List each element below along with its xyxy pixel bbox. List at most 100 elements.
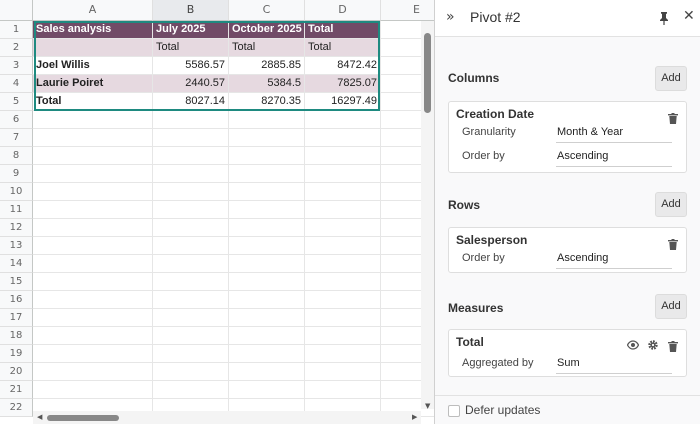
sheet-cell[interactable] [381, 165, 434, 183]
order-by-select[interactable]: Ascending [556, 252, 672, 269]
sheet-cell[interactable] [153, 237, 229, 255]
sheet-cell[interactable] [33, 237, 153, 255]
pivot-value-cell[interactable]: 5586.57 [153, 57, 229, 75]
row-number[interactable]: 4 [0, 75, 33, 93]
sheet-cell[interactable] [305, 201, 381, 219]
sheet-cell[interactable] [153, 219, 229, 237]
vertical-scrollbar[interactable] [421, 21, 434, 409]
sheet-cell[interactable] [33, 291, 153, 309]
sheet-cell[interactable] [153, 111, 229, 129]
sheet-cell[interactable] [33, 363, 153, 381]
row-number[interactable]: 13 [0, 237, 33, 255]
trash-icon[interactable] [668, 235, 678, 250]
sheet-cell[interactable] [153, 381, 229, 399]
sheet-cell[interactable] [33, 147, 153, 165]
sheet-cell[interactable] [33, 309, 153, 327]
sheet-cell[interactable] [229, 147, 305, 165]
sheet-cell[interactable] [229, 291, 305, 309]
sheet-cell[interactable] [33, 165, 153, 183]
sheet-cell[interactable] [381, 237, 434, 255]
sheet-cell[interactable] [381, 381, 434, 399]
pivot-title-cell[interactable]: Sales analysis [33, 21, 153, 39]
sheet-cell[interactable] [381, 129, 434, 147]
column-header-c[interactable]: C [229, 0, 305, 21]
sheet-cell[interactable] [229, 237, 305, 255]
row-number[interactable]: 20 [0, 363, 33, 381]
eye-icon[interactable] [626, 336, 640, 350]
sheet-cell[interactable] [305, 111, 381, 129]
row-number[interactable]: 2 [0, 39, 33, 57]
column-header-d[interactable]: D [305, 0, 381, 21]
sheet-cell[interactable] [305, 291, 381, 309]
sheet-cell[interactable] [153, 183, 229, 201]
sheet-cell[interactable] [381, 201, 434, 219]
trash-icon[interactable] [668, 109, 678, 124]
sheet-cell[interactable] [33, 327, 153, 345]
sheet-cell[interactable] [381, 183, 434, 201]
pivot-measure-header[interactable]: Total [305, 39, 381, 57]
pivot-column-header[interactable]: Total [305, 21, 381, 39]
pivot-row-header[interactable]: Laurie Poiret [33, 75, 153, 93]
sheet-cell[interactable] [305, 309, 381, 327]
row-number[interactable]: 21 [0, 381, 33, 399]
sheet-cell[interactable] [381, 273, 434, 291]
sheet-cell[interactable] [153, 327, 229, 345]
sheet-cell[interactable] [305, 273, 381, 291]
row-number[interactable]: 14 [0, 255, 33, 273]
sheet-cell[interactable] [381, 345, 434, 363]
scroll-down-arrow-icon[interactable]: ▼ [425, 402, 431, 410]
defer-updates-label[interactable]: Defer updates [465, 403, 541, 417]
sheet-cell[interactable] [153, 273, 229, 291]
column-header-b[interactable]: B [153, 0, 229, 21]
column-header-e[interactable]: E [381, 0, 434, 21]
sheet-cell[interactable] [229, 111, 305, 129]
sheet-cell[interactable] [229, 327, 305, 345]
sheet-cell[interactable] [33, 201, 153, 219]
gear-icon[interactable] [647, 336, 659, 350]
sheet-cell[interactable] [153, 255, 229, 273]
pivot-column-header[interactable]: July 2025 [153, 21, 229, 39]
sheet-cell[interactable] [305, 381, 381, 399]
sheet-cell[interactable] [381, 39, 434, 57]
sheet-cell[interactable] [381, 57, 434, 75]
row-number[interactable]: 11 [0, 201, 33, 219]
select-all-corner[interactable] [0, 0, 33, 21]
sheet-cell[interactable] [229, 381, 305, 399]
sheet-cell[interactable] [33, 129, 153, 147]
row-number[interactable]: 6 [0, 111, 33, 129]
sheet-cell[interactable] [305, 165, 381, 183]
add-measure-button[interactable]: Add [655, 294, 687, 319]
sheet-cell[interactable] [33, 345, 153, 363]
pivot-value-cell[interactable]: 8472.42 [305, 57, 381, 75]
sheet-cell[interactable] [381, 363, 434, 381]
sheet-cell[interactable] [381, 93, 434, 111]
row-number[interactable]: 15 [0, 273, 33, 291]
add-column-button[interactable]: Add [655, 66, 687, 91]
trash-icon[interactable] [668, 337, 678, 352]
sheet-cell[interactable] [229, 345, 305, 363]
sheet-cell[interactable] [381, 327, 434, 345]
sheet-cell[interactable] [229, 183, 305, 201]
sheet-cell[interactable] [229, 219, 305, 237]
sheet-cell[interactable] [381, 255, 434, 273]
row-number[interactable]: 19 [0, 345, 33, 363]
horizontal-scrollbar-thumb[interactable] [47, 415, 119, 421]
sheet-cell[interactable] [153, 129, 229, 147]
sheet-cell[interactable] [305, 345, 381, 363]
sheet-cell[interactable] [305, 363, 381, 381]
sheet-cell[interactable] [305, 129, 381, 147]
panel-splitter[interactable] [434, 0, 435, 424]
row-number[interactable]: 18 [0, 327, 33, 345]
sheet-cell[interactable] [153, 309, 229, 327]
sheet-cell[interactable] [33, 255, 153, 273]
row-number[interactable]: 7 [0, 129, 33, 147]
sheet-cell[interactable] [229, 165, 305, 183]
pivot-total-cell[interactable]: 16297.49 [305, 93, 381, 111]
pivot-value-cell[interactable]: 5384.5 [229, 75, 305, 93]
sheet-cell[interactable] [381, 21, 434, 39]
pivot-value-cell[interactable]: 2440.57 [153, 75, 229, 93]
row-number[interactable]: 3 [0, 57, 33, 75]
row-number[interactable]: 1 [0, 21, 33, 39]
pivot-total-cell[interactable]: 8027.14 [153, 93, 229, 111]
sheet-cell[interactable] [381, 111, 434, 129]
